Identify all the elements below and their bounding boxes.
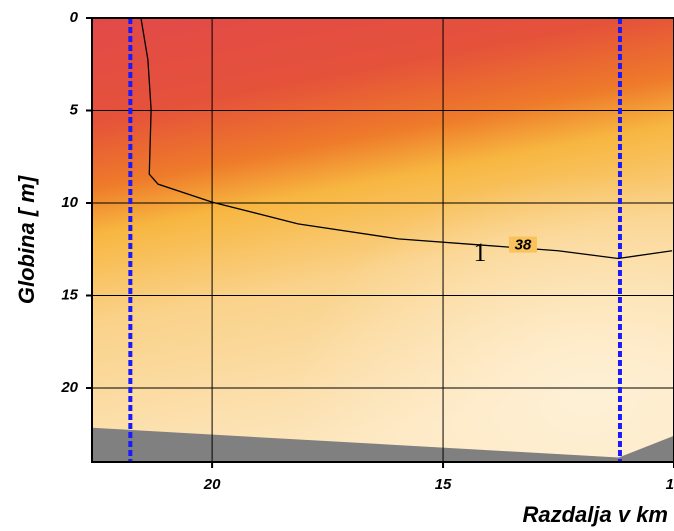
contour-line [140, 18, 673, 260]
y-tick-label: 5 [70, 101, 79, 118]
x-tick-label: 15 [435, 476, 452, 493]
y-axis-label: Globina [ m] [14, 175, 39, 304]
x-tick-label: 10 [666, 476, 674, 493]
plot-frame [91, 17, 674, 463]
contour-label-bg [508, 236, 537, 253]
y-tick-label: 15 [61, 286, 78, 303]
y-tick-label: 0 [70, 9, 79, 26]
x-tick-label: 20 [203, 476, 221, 493]
annotation: 1 [474, 238, 487, 267]
contour-label: 38 [515, 237, 532, 254]
y-tick-label: 20 [60, 379, 78, 396]
y-tick-label: 10 [61, 194, 78, 211]
field-highlight [92, 18, 674, 462]
bottom-topography [92, 427, 674, 462]
x-axis-label: Razdalja v km [522, 502, 668, 527]
